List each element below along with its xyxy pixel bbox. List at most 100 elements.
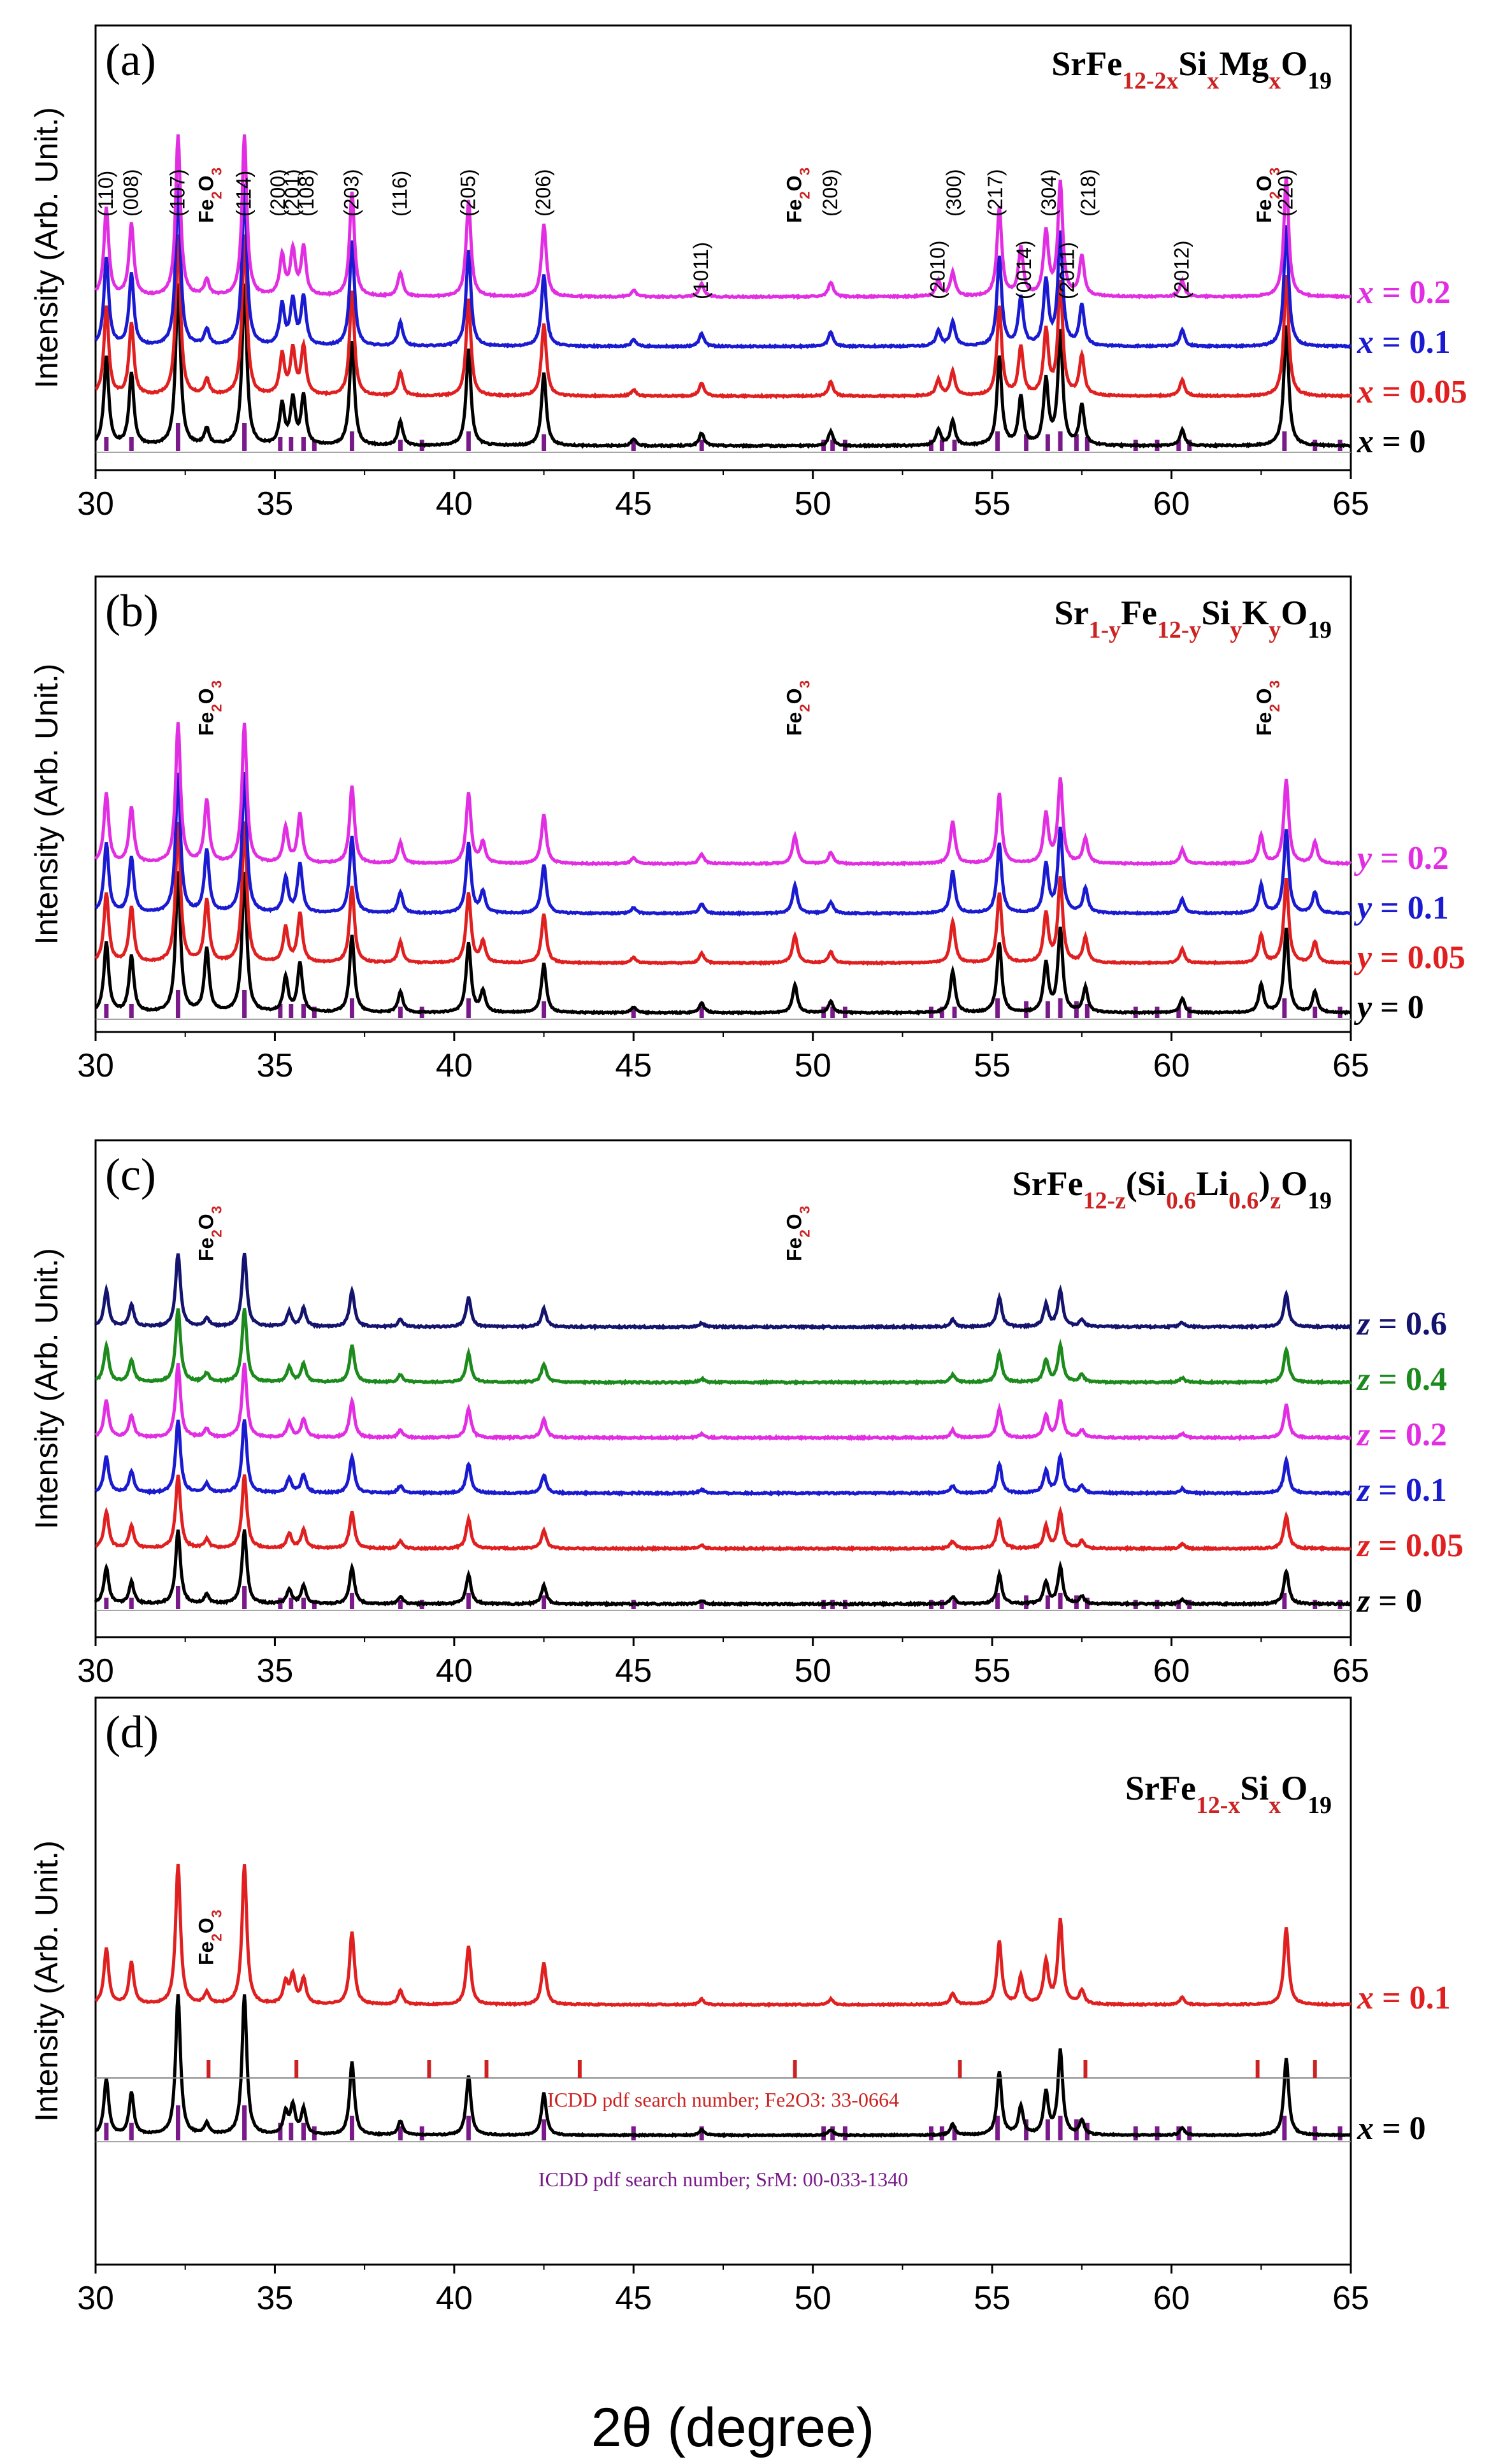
xrd-series-line (94, 183, 1352, 350)
x-tick-label: 50 (795, 1652, 832, 1689)
miller-index-label: (2011) (1055, 242, 1078, 299)
x-tick-label: 60 (1153, 1652, 1190, 1689)
x-tick-label: 60 (1153, 1047, 1190, 1084)
miller-index-label: (0014) (1012, 241, 1035, 300)
xrd-series-line (94, 1419, 1352, 1497)
series-legend-label: z = 0.4 (1356, 1361, 1447, 1398)
miller-index-label: (209) (819, 169, 842, 217)
x-tick-label: 30 (77, 1047, 114, 1084)
fe2o3-marker: Fe2O3 (194, 1206, 224, 1261)
series-legend-label: z = 0.2 (1356, 1417, 1447, 1453)
miller-index-label: (300) (942, 169, 965, 217)
x-tick-label: 35 (257, 485, 294, 522)
x-tick-label: 65 (1332, 1047, 1369, 1084)
formula-title: SrFe12-z(Si0.6Li0.6)zO19 (1012, 1164, 1332, 1214)
series-legend-label: y = 0.1 (1353, 890, 1449, 926)
miller-index-label: (2012) (1170, 241, 1193, 300)
miller-index-label: (2010) (926, 241, 949, 300)
x-axis-label: 2θ (degree) (591, 2397, 875, 2458)
panel-label: (d) (105, 1707, 159, 1758)
series-legend-label: x = 0 (1357, 424, 1426, 460)
miller-index-label: (304) (1037, 169, 1060, 217)
panel-label: (c) (105, 1149, 156, 1200)
series-legend-label: x = 0.2 (1357, 275, 1451, 311)
miller-index-label: (1011) (689, 242, 712, 299)
miller-index-label: (107) (166, 169, 189, 217)
miller-index-label: (205) (456, 169, 479, 217)
xrd-series-line (94, 1994, 1352, 2138)
srm-reference-note: ICDD pdf search number; SrM: 00-033-1340 (538, 2168, 908, 2191)
y-axis-label: Intensity (Arb. Unit.) (29, 1248, 64, 1529)
panel-label: (a) (105, 34, 156, 85)
x-tick-label: 50 (795, 1047, 832, 1084)
fe2o3-reference-note: ICDD pdf search number; Fe2O3: 33-0664 (547, 2088, 899, 2111)
x-tick-label: 50 (795, 485, 832, 522)
x-tick-label: 45 (615, 1652, 652, 1689)
x-tick-label: 35 (257, 1047, 294, 1084)
xrd-series-line (95, 871, 1351, 1016)
fe2o3-marker: Fe2O3 (1253, 168, 1283, 223)
series-legend-label: x = 0.05 (1357, 374, 1467, 410)
y-axis-label: Intensity (Arb. Unit.) (29, 107, 64, 389)
y-axis-label: Intensity (Arb. Unit.) (29, 664, 64, 945)
y-axis-label: Intensity (Arb. Unit.) (29, 1840, 64, 2122)
x-tick-label: 65 (1332, 1652, 1369, 1689)
x-tick-label: 40 (436, 2280, 473, 2317)
x-tick-label: 60 (1153, 2280, 1190, 2317)
fe2o3-marker: Fe2O3 (783, 680, 813, 736)
series-legend-label: z = 0.6 (1356, 1306, 1447, 1342)
x-tick-label: 40 (436, 1047, 473, 1084)
x-tick-label: 30 (77, 2280, 114, 2317)
xrd-series-line (95, 1308, 1352, 1386)
x-tick-label: 55 (974, 2280, 1011, 2317)
x-tick-label: 35 (257, 1652, 294, 1689)
fe2o3-marker: Fe2O3 (194, 1910, 224, 1965)
formula-title: Sr1-yFe12-ySiyKyO19 (1055, 594, 1332, 643)
xrd-series-line (94, 1363, 1351, 1442)
x-tick-label: 35 (257, 2280, 294, 2317)
xrd-series-line (94, 134, 1351, 300)
x-tick-label: 45 (615, 2280, 652, 2317)
series-legend-label: z = 0.05 (1356, 1528, 1464, 1564)
panel-c: 30 35 40 45 50 55 60 65 (c) SrFe12-z(Si0.6Li0.6)z… (29, 1139, 1369, 1689)
x-tick-label: 55 (974, 1047, 1011, 1084)
miller-index-label: (217) (984, 169, 1007, 217)
panel-label: (b) (105, 585, 159, 636)
series-legend-label: x = 0.1 (1357, 324, 1451, 361)
x-tick-label: 65 (1332, 485, 1369, 522)
x-tick-label: 50 (795, 2280, 832, 2317)
x-tick-label: 65 (1332, 2280, 1369, 2317)
xrd-series-line (94, 1529, 1351, 1608)
xrd-series-line (94, 1863, 1351, 2008)
panel-b: 30 35 40 45 50 55 60 65 (b) Sr1-yFe12-ySiyKyO19 In… (29, 575, 1369, 1084)
fe2o3-marker: Fe2O3 (194, 168, 224, 223)
xrd-series-line (94, 722, 1352, 867)
series-legend-label: y = 0 (1353, 989, 1424, 1026)
x-tick-label: 30 (77, 485, 114, 522)
x-tick-label: 45 (615, 485, 652, 522)
fe2o3-marker: Fe2O3 (783, 1206, 813, 1261)
panel-a: 30 35 40 45 50 55 60 65 (a) SrFe12-2xSixMgxO19 Int… (29, 24, 1369, 522)
series-legend-label: x = 0 (1357, 2110, 1426, 2147)
series-legend-label: y = 0.05 (1353, 940, 1466, 976)
series-legend-label: z = 0 (1356, 1583, 1422, 1619)
plot-frame (94, 1139, 1352, 1638)
xrd-series-line (94, 234, 1353, 399)
x-tick-label: 60 (1153, 485, 1190, 522)
panel-d: 30 35 40 45 50 55 60 65 (d) SrFe12-xSixO19 Intensi… (29, 1696, 1369, 2317)
miller-index-label: (008) (119, 169, 142, 217)
miller-index-label: (203) (340, 169, 363, 217)
miller-index-label: (200) (266, 169, 289, 217)
miller-index-label: (220) (1274, 169, 1297, 217)
miller-index-label: (206) (532, 169, 555, 217)
x-tick-label: 40 (436, 1652, 473, 1689)
x-tick-label: 55 (974, 485, 1011, 522)
miller-index-label: (218) (1077, 169, 1100, 217)
xrd-series-line (94, 283, 1352, 449)
formula-title: SrFe12-xSixO19 (1125, 1769, 1332, 1819)
miller-index-label: (108) (295, 169, 318, 217)
miller-index-label: (116) (388, 171, 411, 217)
series-legend-label: x = 0.1 (1357, 1980, 1451, 2016)
fe2o3-marker: Fe2O3 (194, 680, 224, 736)
